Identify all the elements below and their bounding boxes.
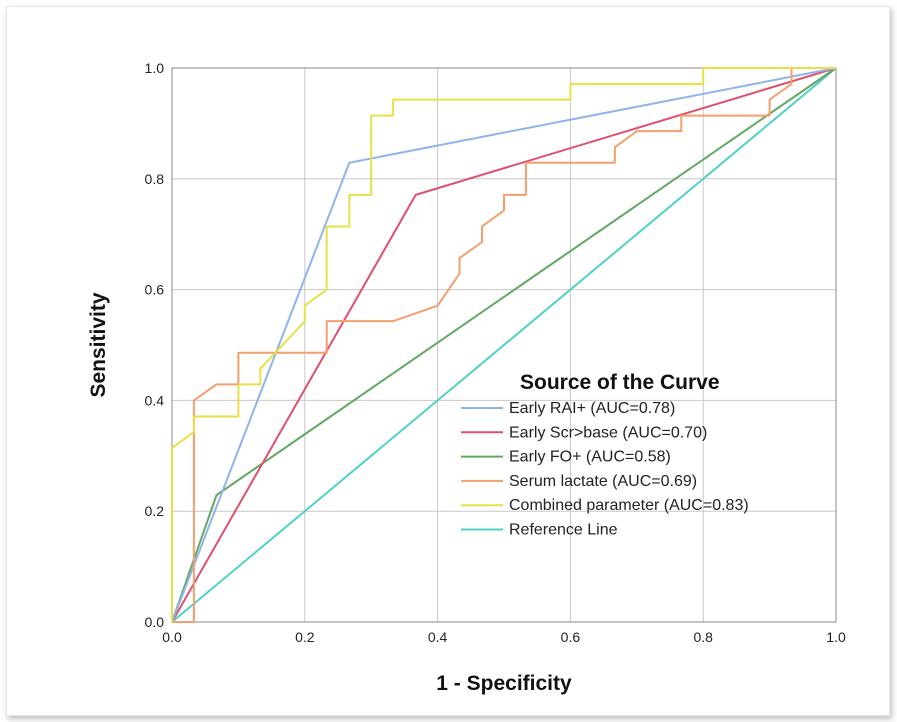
legend-label: Early Scr>base (AUC=0.70) — [509, 424, 707, 441]
legend-label: Reference Line — [509, 522, 618, 539]
y-tick-labels: 0.0 0.2 0.4 0.6 0.8 1.0 — [145, 60, 165, 630]
series-line — [172, 67, 836, 623]
series-line — [171, 67, 837, 623]
plot-border — [171, 67, 837, 623]
x-tick-label: 0.0 — [162, 629, 182, 645]
x-tick-label: 0.4 — [428, 629, 448, 645]
y-tick-label: 0.8 — [145, 171, 165, 187]
x-tick-labels: 0.0 0.2 0.4 0.6 0.8 1.0 — [162, 629, 846, 645]
y-tick-label: 0.2 — [145, 503, 165, 519]
legend-items: Early RAI+ (AUC=0.78) Early Scr>base (AUC… — [461, 400, 749, 539]
series-line — [171, 67, 836, 622]
y-axis-title: Sensitivity — [87, 292, 110, 397]
x-tick-label: 0.8 — [693, 629, 713, 645]
legend-title: Source of the Curve — [520, 371, 720, 394]
legend-label: Serum lactate (AUC=0.69) — [509, 473, 697, 490]
chart-frame — [6, 6, 890, 716]
legend: Source of the Curve Early RAI+ (AUC=0.78… — [461, 371, 749, 539]
x-axis-title: 1 - Specificity — [436, 672, 572, 695]
series-layer — [171, 67, 837, 623]
legend-label: Combined parameter (AUC=0.83) — [509, 497, 749, 514]
x-tick-label: 0.2 — [295, 629, 315, 645]
y-tick-label: 1.0 — [145, 60, 165, 76]
series-line — [171, 67, 837, 623]
series-line — [171, 67, 837, 623]
legend-label: Early FO+ (AUC=0.58) — [509, 449, 671, 466]
y-tick-label: 0.4 — [145, 392, 165, 408]
y-tick-label: 0.6 — [145, 282, 165, 298]
legend-label: Early RAI+ (AUC=0.78) — [509, 400, 675, 417]
y-tick-label: 0.0 — [145, 614, 165, 630]
x-tick-label: 0.6 — [561, 629, 581, 645]
x-tick-label: 1.0 — [826, 629, 846, 645]
series-line — [171, 67, 837, 623]
